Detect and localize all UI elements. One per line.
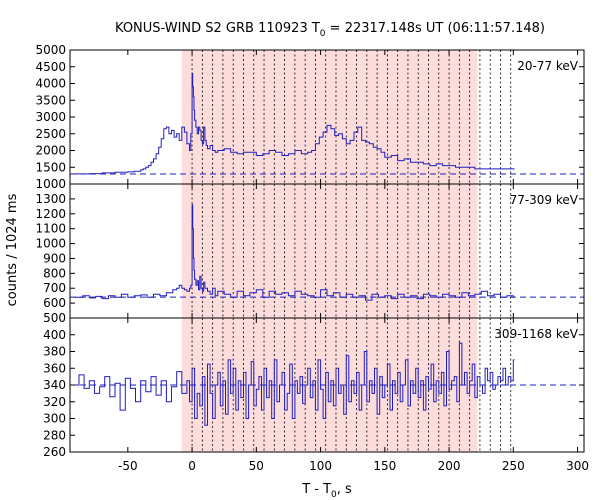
- y-tick-label: 1300: [35, 192, 66, 206]
- x-tick-label: 300: [566, 459, 589, 473]
- x-tick-label: 100: [309, 459, 332, 473]
- series-line: [73, 73, 515, 175]
- highlight-interval: [181, 184, 478, 318]
- y-tick-label: 700: [43, 281, 66, 295]
- highlight-interval: [181, 50, 478, 184]
- panel-label: 20-77 keV: [517, 59, 579, 73]
- panel-label: 77-309 keV: [510, 193, 579, 207]
- y-tick-label: 5000: [35, 43, 66, 57]
- series-line: [73, 204, 515, 301]
- y-tick-label: 1500: [35, 160, 66, 174]
- y-tick-label: 4500: [35, 60, 66, 74]
- x-tick-label: 150: [373, 459, 396, 473]
- y-tick-label: 360: [43, 361, 66, 375]
- panel-label: 309-1168 keV: [494, 327, 578, 341]
- y-tick-label: 380: [43, 345, 66, 359]
- y-axis-label: counts / 1024 ms: [5, 193, 20, 306]
- y-tick-label: 1000: [35, 177, 66, 191]
- x-tick-label: 0: [188, 459, 196, 473]
- x-tick-label: 50: [249, 459, 264, 473]
- chart-title-rest: = 22317.148s UT (06:11:57.148): [326, 21, 545, 36]
- y-tick-label: 800: [43, 266, 66, 280]
- y-tick-label: 280: [43, 428, 66, 442]
- y-tick-label: 3500: [35, 93, 66, 107]
- series-line: [73, 342, 515, 426]
- chart-title-main: KONUS-WIND S2 GRB 110923 T: [115, 21, 320, 36]
- y-tick-label: 1100: [35, 222, 66, 236]
- y-tick-label: 1200: [35, 207, 66, 221]
- y-tick-label: 320: [43, 395, 66, 409]
- panel-3: 260 280 300 320 340 360 380 400 309-1168 keV: [43, 317, 585, 459]
- x-axis-label-main: T - T: [301, 482, 331, 497]
- y-tick-label: 340: [43, 378, 66, 392]
- y-tick-label: 400: [43, 328, 66, 342]
- y-tick-label: 500: [43, 311, 66, 325]
- panel-1: 1000 1500 2000 2500 3000 3500 4000 4500 5000 20-7…: [35, 43, 585, 191]
- y-tick-label: 2000: [35, 144, 66, 158]
- y-tick-label: 300: [43, 412, 66, 426]
- y-tick-label: 2500: [35, 127, 66, 141]
- y-tick-label: 600: [43, 296, 66, 310]
- y-tick-label: 3000: [35, 110, 66, 124]
- y-tick-label: 260: [43, 445, 66, 459]
- y-tick-label: 1000: [35, 237, 66, 251]
- panels: 10001500200025003000350040004500500020-7…: [35, 43, 589, 473]
- x-axis-label: T - T0, s: [301, 482, 352, 500]
- x-tick-label: 200: [438, 459, 461, 473]
- x-tick-label: -50: [118, 459, 138, 473]
- x-tick-label: 250: [502, 459, 525, 473]
- y-tick-label: 4000: [35, 77, 66, 91]
- y-tick-label: 900: [43, 251, 66, 265]
- chart-title: KONUS-WIND S2 GRB 110923 T0 = 22317.148s…: [115, 21, 545, 39]
- chart-title-subscript: 0: [320, 29, 326, 39]
- x-axis-label-subscript: 0: [331, 490, 337, 500]
- x-axis-label-rest: , s: [337, 482, 352, 497]
